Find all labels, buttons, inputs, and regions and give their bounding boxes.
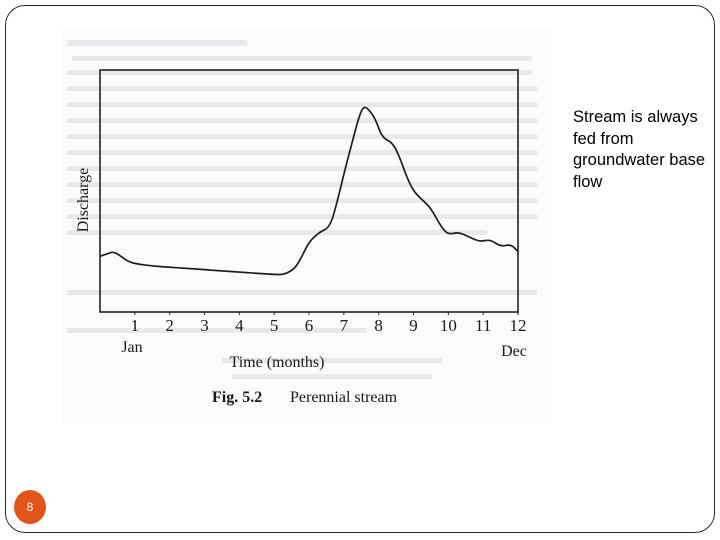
figure-number: Fig. 5.2 — [212, 389, 262, 406]
plot-area — [99, 69, 519, 315]
x-tick-label: 5 — [270, 316, 279, 335]
chart-svg: 1 2 3 4 5 6 7 8 9 10 11 12 Jan Dec Time (months) Di… — [67, 40, 537, 406]
page-number-badge: 8 — [14, 490, 46, 524]
side-text: Stream is always fed from groundwater ba… — [573, 108, 706, 191]
x-tick-label: 4 — [235, 316, 244, 335]
x-tick-label: 8 — [374, 316, 383, 335]
x-tick-label: 1 — [131, 316, 140, 335]
chart-image: 1 2 3 4 5 6 7 8 9 10 11 12 Jan Dec Time (months) Di… — [62, 28, 552, 424]
x-tick-label: 7 — [340, 316, 349, 335]
x-tick-label: 6 — [305, 316, 314, 335]
x-axis-label: Time (months) — [230, 354, 325, 371]
x-end-label: Dec — [501, 343, 527, 360]
x-tick-label: 3 — [200, 316, 209, 335]
scan-noise — [67, 40, 537, 379]
x-start-label: Jan — [121, 339, 142, 356]
x-tick-labels: 1 2 3 4 5 6 7 8 9 10 11 12 — [131, 316, 527, 335]
x-tick-label: 11 — [475, 316, 491, 335]
discharge-series-line-0 — [99, 106, 519, 276]
x-tick-label: 10 — [440, 316, 457, 335]
figure-caption: Perennial stream — [290, 389, 398, 406]
x-tick-label: 9 — [409, 316, 418, 335]
y-axis-label: Discharge — [75, 168, 92, 233]
x-tick-label: 2 — [165, 316, 174, 335]
x-tick-label: 12 — [510, 316, 527, 335]
